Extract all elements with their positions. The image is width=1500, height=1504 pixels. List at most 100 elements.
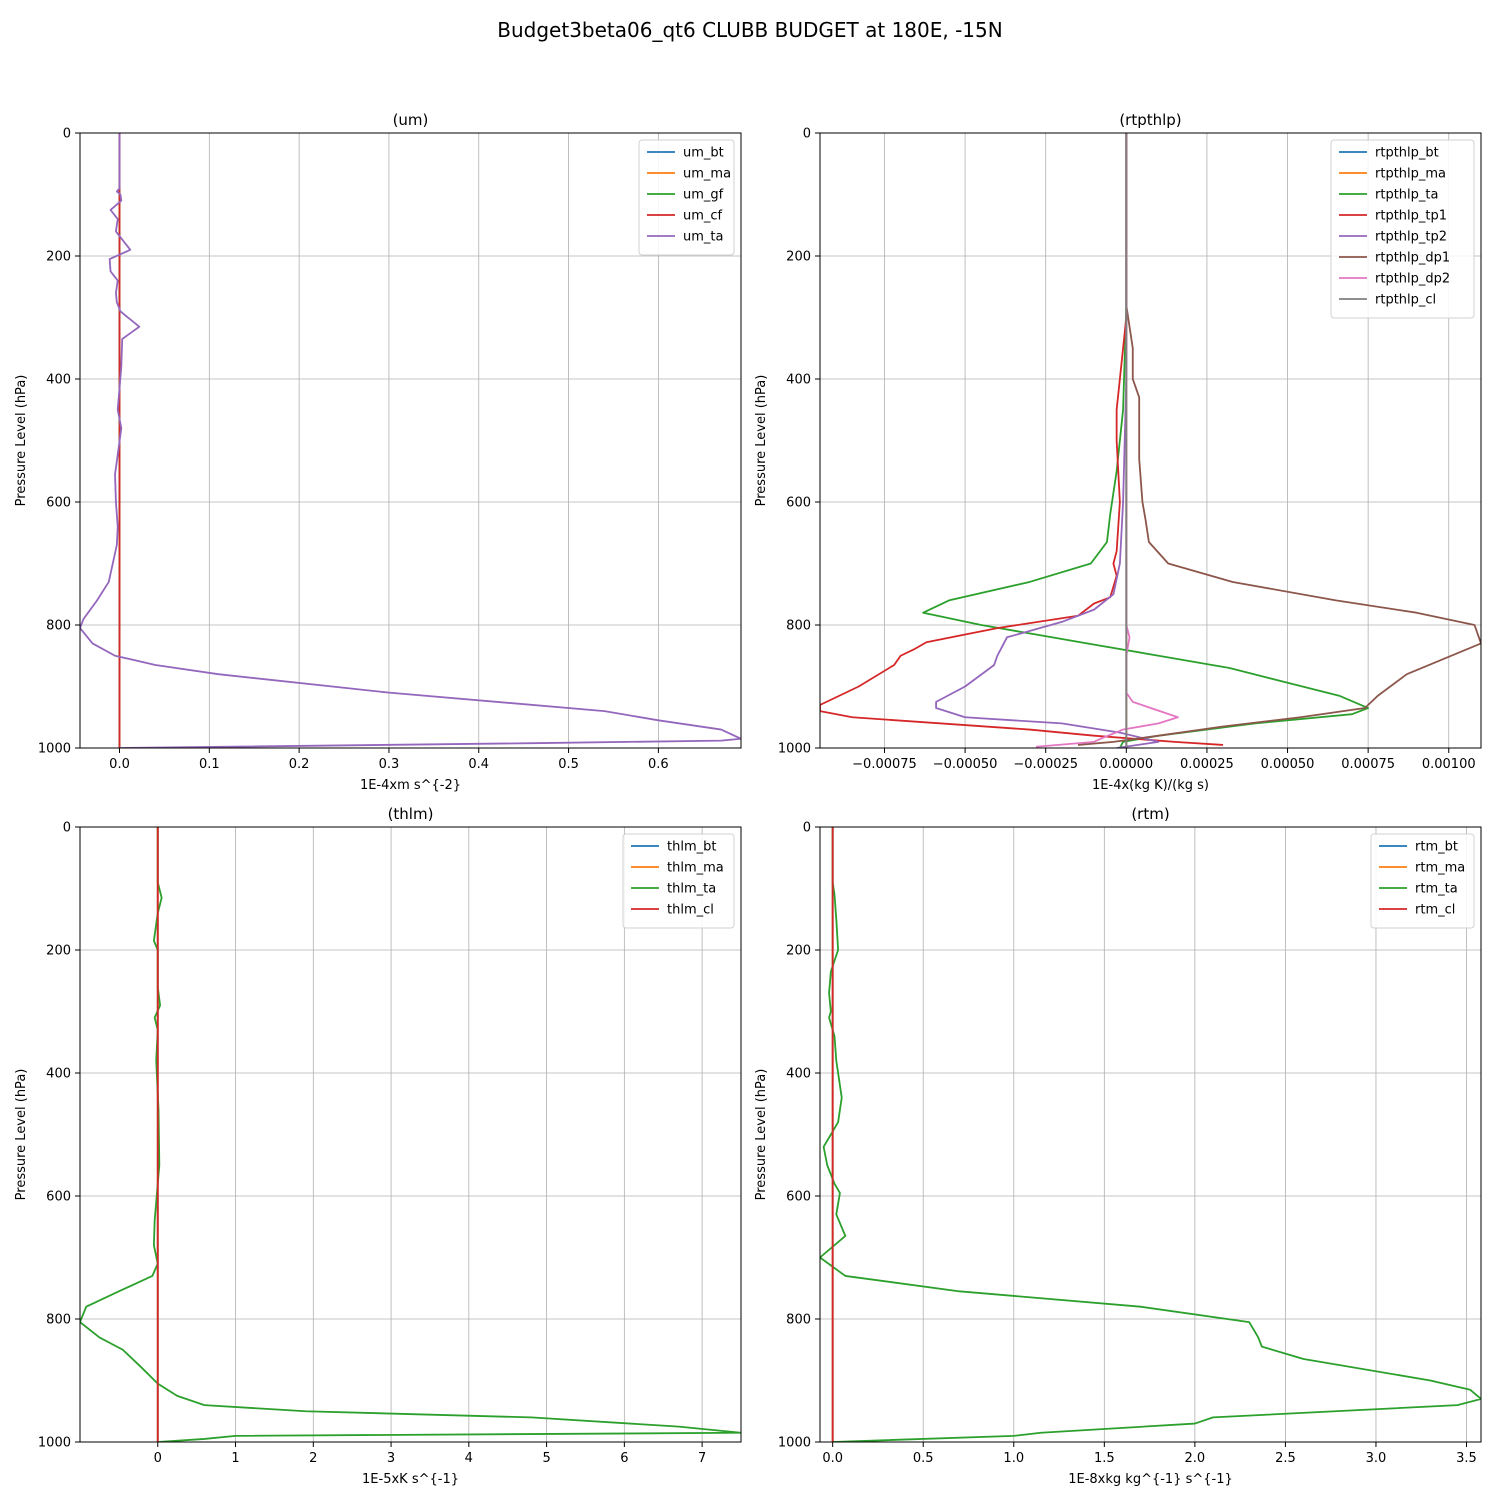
plot-frame [819, 826, 1482, 1443]
x-tick-label: 0.1 [199, 757, 220, 772]
plot-frame [819, 132, 1482, 749]
y-tick-label: 200 [46, 250, 71, 265]
series-line-rtpthlp_ta [922, 133, 1370, 748]
y-axis-label: Pressure Level (hPa) [754, 375, 769, 507]
y-axis-label: Pressure Level (hPa) [14, 375, 29, 507]
x-tick-label: 2.0 [1185, 1451, 1206, 1466]
legend-label: um_gf [683, 188, 724, 203]
legend-label: um_ta [683, 230, 723, 245]
chart-panel-0: 0.0 0.1 0.2 0.3 0.4 0.5 0.6 0 200 400 600 800 1000 (u… [14, 111, 742, 793]
x-tick-label: −0.00025 [1013, 757, 1078, 772]
legend-label: um_bt [683, 146, 724, 161]
y-tick-label: 200 [786, 944, 811, 959]
y-tick-label: 600 [786, 1190, 811, 1205]
x-tick-label: −0.00050 [933, 757, 998, 772]
x-tick-label: 0.5 [558, 757, 579, 772]
x-tick-label: 1.5 [1094, 1451, 1115, 1466]
y-tick-label: 400 [46, 1067, 71, 1082]
x-tick-label: 1.0 [1003, 1451, 1024, 1466]
y-tick-label: 0 [63, 127, 71, 142]
series-group [820, 827, 1481, 1442]
y-tick-label: 1000 [778, 742, 811, 757]
series-line-rtpthlp_dp1 [1077, 133, 1481, 746]
legend-box [1370, 833, 1475, 929]
legend-label: thlm_bt [667, 840, 716, 855]
x-tick-label: 6 [620, 1451, 628, 1466]
chart-panel-1: −0.00075 −0.00050 −0.00025 0.00000 0.00025 0.… [754, 111, 1482, 793]
x-tick-label: 0.0 [109, 757, 130, 772]
legend-box [638, 139, 735, 256]
y-axis-label: Pressure Level (hPa) [14, 1069, 29, 1201]
legend-label: rtm_ma [1415, 861, 1465, 876]
legend-label: rtpthlp_ta [1375, 188, 1438, 203]
x-axis-label: 1E-8xkg kg^{-1} s^{-1} [1068, 1472, 1233, 1487]
y-tick-label: 800 [786, 619, 811, 634]
y-tick-label: 0 [803, 127, 811, 142]
y-tick-label: 200 [786, 250, 811, 265]
x-tick-label: 4 [465, 1451, 473, 1466]
legend-label: rtpthlp_cl [1375, 293, 1436, 308]
series-line-rtpthlp_dp2 [1035, 133, 1179, 748]
y-tick-label: 200 [46, 944, 71, 959]
legend: rtm_bt rtm_ma rtm_ta rtm_cl [1370, 833, 1475, 929]
y-tick-label: 1000 [38, 1436, 71, 1451]
x-tick-label: 0.2 [289, 757, 310, 772]
figure-title: Budget3beta06_qt6 CLUBB BUDGET at 180E, … [497, 18, 1002, 42]
y-tick-label: 1000 [778, 1436, 811, 1451]
x-tick-label: 0.00025 [1180, 757, 1234, 772]
y-axis-label: Pressure Level (hPa) [754, 1069, 769, 1201]
y-tick-label: 800 [46, 619, 71, 634]
legend: thlm_bt thlm_ma thlm_ta thlm_cl [622, 833, 735, 929]
y-tick-label: 1000 [38, 742, 71, 757]
chart-panel-2: 0 1 2 3 4 5 6 7 0 200 400 600 800 1000 (thlm) 1E-5xK s^… [14, 805, 742, 1487]
y-tick-label: 600 [46, 496, 71, 511]
x-tick-label: 0.00100 [1422, 757, 1476, 772]
x-tick-label: 0.3 [379, 757, 400, 772]
chart-title: (rtpthlp) [1119, 111, 1181, 129]
x-tick-label: 7 [698, 1451, 706, 1466]
legend: um_bt um_ma um_gf um_cf um_ta [638, 139, 735, 256]
plot-frame [79, 826, 742, 1443]
y-tick-label: 400 [46, 373, 71, 388]
series-line-rtpthlp_tp1 [820, 133, 1224, 746]
legend-label: rtpthlp_dp1 [1375, 251, 1450, 266]
series-group [80, 827, 741, 1442]
legend-label: rtm_bt [1415, 840, 1458, 855]
y-tick-label: 400 [786, 1067, 811, 1082]
plot-frame [79, 132, 742, 749]
legend-label: rtm_cl [1415, 903, 1455, 918]
x-tick-label: 0.5 [913, 1451, 934, 1466]
x-tick-label: 2 [309, 1451, 317, 1466]
series-group [80, 133, 741, 748]
chart-title: (um) [393, 111, 429, 129]
legend-box [622, 833, 735, 929]
x-tick-label: 0.0 [822, 1451, 843, 1466]
legend-box [1330, 139, 1475, 319]
x-tick-label: 1 [231, 1451, 239, 1466]
y-tick-label: 0 [63, 821, 71, 836]
y-tick-label: 800 [46, 1313, 71, 1328]
legend-label: rtpthlp_dp2 [1375, 272, 1450, 287]
legend-label: um_ma [683, 167, 731, 182]
series-line-rtpthlp_tp2 [935, 133, 1160, 748]
legend-label: rtpthlp_bt [1375, 146, 1439, 161]
legend-label: thlm_cl [667, 903, 714, 918]
chart-title: (rtm) [1131, 805, 1169, 823]
legend-label: thlm_ma [667, 861, 724, 876]
x-axis-label: 1E-4xm s^{-2} [360, 778, 461, 793]
x-tick-label: 0 [154, 1451, 162, 1466]
legend-label: rtpthlp_tp1 [1375, 209, 1447, 224]
legend-label: rtm_ta [1415, 882, 1458, 897]
x-tick-label: 5 [542, 1451, 550, 1466]
legend-label: thlm_ta [667, 882, 716, 897]
x-tick-label: 3 [387, 1451, 395, 1466]
chart-title: (thlm) [388, 805, 434, 823]
y-tick-label: 600 [46, 1190, 71, 1205]
legend-label: um_cf [683, 209, 723, 224]
series-line-rtm_ta [820, 827, 1481, 1442]
chart-panel-3: 0.0 0.5 1.0 1.5 2.0 2.5 3.0 3.5 0 200 400 600 800 100… [754, 805, 1482, 1487]
x-axis-label: 1E-5xK s^{-1} [362, 1472, 459, 1487]
series-line-um_ta [80, 133, 741, 748]
x-tick-label: 0.00075 [1341, 757, 1395, 772]
